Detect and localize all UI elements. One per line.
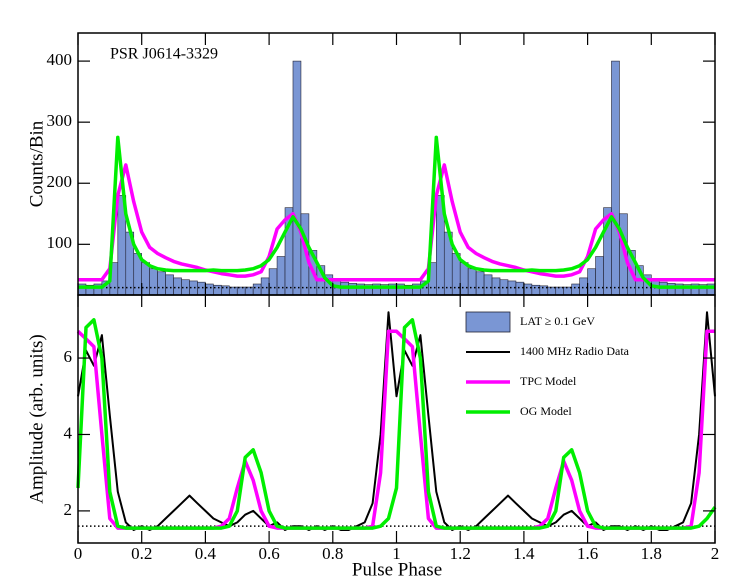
panel-label: PSR J0614-3329 (110, 46, 218, 63)
y-tick-label: 2 (64, 500, 73, 519)
histogram-bar (467, 268, 477, 296)
histogram-bar (197, 281, 206, 296)
series-line (76, 329, 715, 530)
histogram-bar (141, 262, 150, 296)
histogram-bar (292, 60, 302, 296)
y-axis-label: Amplitude (arb. units) (26, 334, 47, 503)
y-tick-label: 400 (47, 50, 73, 69)
x-tick-label: 1 (392, 544, 401, 563)
x-tick-label: 0 (74, 544, 83, 563)
histogram-bar (483, 274, 493, 296)
legend-label: LAT ≥ 0.1 GeV (520, 314, 595, 328)
histogram-bar (595, 256, 604, 296)
y-tick-label: 200 (47, 172, 73, 191)
histogram-bar (459, 262, 469, 296)
x-tick-label: 0.2 (131, 544, 152, 563)
legend-swatch (465, 311, 511, 333)
x-tick-label: 0.4 (195, 544, 217, 563)
histogram-bar (571, 283, 580, 296)
histogram-bar (587, 268, 596, 296)
histogram-bar (348, 283, 357, 296)
histogram-bar (491, 277, 501, 296)
histogram-bar (268, 268, 278, 296)
x-tick-label: 0.8 (322, 544, 343, 563)
x-tick-label: 1.2 (450, 544, 471, 563)
histogram-bar (475, 271, 485, 296)
x-tick-label: 0.6 (258, 544, 279, 563)
histogram-bar (515, 281, 525, 296)
histogram-bar (276, 256, 286, 296)
y-tick-label: 6 (64, 347, 73, 366)
x-tick-label: 2 (711, 544, 720, 563)
histogram-bar (523, 283, 533, 296)
y-tick-label: 100 (47, 233, 73, 252)
x-tick-label: 1.6 (577, 544, 598, 563)
y-tick-label: 300 (47, 111, 73, 130)
legend-label: 1400 MHz Radio Data (520, 344, 630, 358)
y-tick-label: 4 (64, 423, 73, 442)
histogram-bar (666, 283, 676, 296)
legend-label: OG Model (520, 404, 572, 418)
histogram-bar (149, 268, 158, 296)
series-line (76, 318, 717, 530)
histogram-bar (157, 271, 166, 296)
x-tick-label: 1.4 (513, 544, 535, 563)
histogram-bar (205, 283, 214, 296)
histogram-bar (611, 60, 620, 296)
histogram-bar (252, 283, 262, 296)
x-axis-label: Pulse Phase (352, 559, 442, 580)
legend-label: TPC Model (520, 374, 577, 388)
y-axis-label: Counts/Bin (26, 120, 47, 207)
x-tick-label: 1.8 (641, 544, 662, 563)
histogram-bar (579, 277, 588, 296)
histogram-bar (213, 284, 222, 296)
series-line (78, 163, 715, 282)
histogram-bar (531, 284, 541, 296)
histogram-bar (260, 277, 270, 296)
histogram-bar (165, 274, 174, 296)
histogram-bar (173, 277, 182, 296)
